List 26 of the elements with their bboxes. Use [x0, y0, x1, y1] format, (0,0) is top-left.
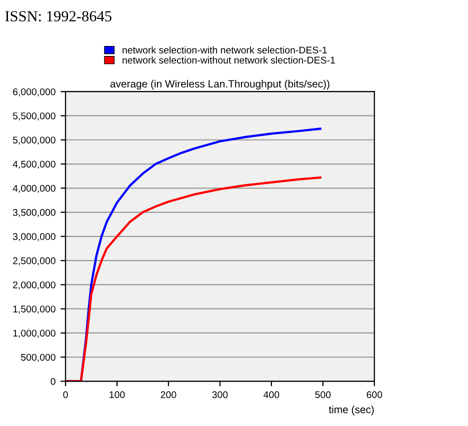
- y-tick-label: 2,000,000: [13, 281, 56, 290]
- y-tick-label: 4,500,000: [12, 160, 56, 169]
- y-tick-label: 500,000: [21, 354, 56, 362]
- x-axis-title: time (sec): [328, 406, 374, 416]
- chart-title: average (in Wireless Lan.Throughput (bits/sec)): [110, 80, 330, 90]
- x-tick-label: 500: [315, 391, 331, 398]
- y-tick-label: 2,500,000: [13, 257, 56, 266]
- x-tick-label: 600: [366, 391, 382, 398]
- y-tick-label: 1,500,000: [13, 306, 56, 314]
- y-tick-label: 5,000,000: [12, 136, 56, 145]
- y-tick-label: 0: [50, 378, 56, 385]
- x-tick-label: 100: [110, 391, 125, 398]
- x-tick-label: 0: [63, 391, 68, 398]
- y-tick-label: 3,000,000: [12, 233, 56, 242]
- legend-label: network selection-with network selection-DES-1: [122, 46, 327, 54]
- y-tick-label: 5,500,000: [12, 112, 56, 120]
- legend-label: network selection-without network slection-DES-1: [122, 56, 335, 64]
- x-tick-label: 400: [264, 391, 280, 398]
- y-tick-label: 4,000,000: [12, 184, 56, 193]
- y-tick-label: 3,500,000: [12, 209, 56, 218]
- y-tick-label: 6,000,000: [13, 88, 56, 96]
- x-tick-label: 200: [160, 391, 176, 398]
- text: ISSN: 1992-8645: [5, 11, 112, 22]
- x-tick-label: 300: [212, 391, 228, 398]
- y-tick-label: 1,000,000: [13, 330, 56, 338]
- line-series: [66, 176, 322, 382]
